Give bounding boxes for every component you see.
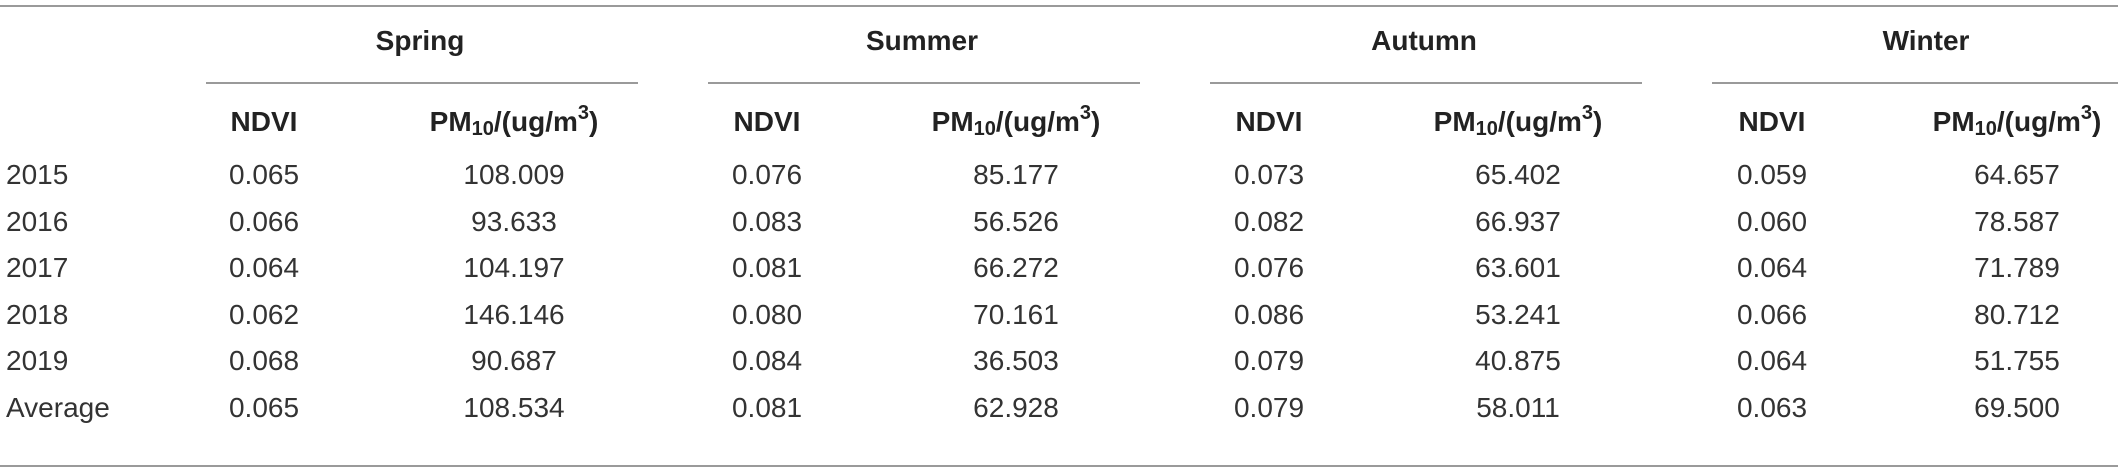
subheader-pm10-spring: PM10/(ug/m3) <box>429 102 599 140</box>
group-rule-summer <box>708 82 1140 84</box>
cell-ndvi-autumn: 0.079 <box>1233 391 1305 423</box>
cell-pm10-autumn: 63.601 <box>1475 252 1561 283</box>
cell-ndvi-winter: 0.064 <box>1736 252 1808 283</box>
cell-pm10-autumn: 58.011 <box>1476 391 1560 423</box>
cell-ndvi-winter: 0.066 <box>1736 298 1808 330</box>
table-top-rule <box>0 5 2118 7</box>
cell-pm10-winter: 78.587 <box>1974 205 2060 237</box>
cell-ndvi-summer: 0.084 <box>731 345 803 376</box>
cell-pm10-spring: 146.146 <box>463 298 565 330</box>
cell-ndvi-spring: 0.064 <box>228 252 300 283</box>
cell-ndvi-summer: 0.081 <box>731 252 803 283</box>
cell-pm10-spring: 104.197 <box>463 252 565 283</box>
subheader-ndvi-autumn: NDVI <box>1235 106 1303 137</box>
cell-ndvi-autumn: 0.073 <box>1233 159 1305 190</box>
group-header-winter: Winter <box>1882 25 1970 56</box>
cell-pm10-autumn: 53.241 <box>1475 298 1561 330</box>
row-label: 2015 <box>6 159 69 190</box>
group-rule-spring <box>206 82 638 84</box>
cell-pm10-spring: 90.687 <box>471 345 557 376</box>
group-header-autumn: Autumn <box>1371 25 1477 56</box>
cell-pm10-summer: 85.177 <box>973 159 1059 190</box>
row-label: 2018 <box>6 298 69 330</box>
subheader-ndvi-spring: NDVI <box>230 106 298 137</box>
subheader-pm10-winter: PM10/(ug/m3) <box>1932 102 2102 140</box>
cell-ndvi-spring: 0.068 <box>228 345 300 376</box>
cell-ndvi-summer: 0.081 <box>731 391 803 423</box>
table-bottom-rule <box>0 465 2118 467</box>
cell-ndvi-summer: 0.080 <box>731 298 803 330</box>
cell-pm10-spring: 93.633 <box>471 205 557 237</box>
cell-pm10-autumn: 66.937 <box>1475 205 1561 237</box>
group-rule-winter <box>1712 82 2118 84</box>
cell-pm10-winter: 51.755 <box>1974 345 2060 376</box>
subheader-ndvi-winter: NDVI <box>1738 106 1806 137</box>
cell-pm10-summer: 70.161 <box>973 298 1059 330</box>
cell-pm10-autumn: 65.402 <box>1475 159 1561 190</box>
cell-ndvi-winter: 0.064 <box>1736 345 1808 376</box>
row-label: 2019 <box>6 345 69 376</box>
cell-ndvi-spring: 0.065 <box>228 391 300 423</box>
cell-ndvi-autumn: 0.079 <box>1233 345 1305 376</box>
group-header-spring: Spring <box>375 25 465 56</box>
cell-pm10-spring: 108.534 <box>463 391 565 423</box>
subheader-pm10-autumn: PM10/(ug/m3) <box>1433 102 1603 140</box>
cell-ndvi-autumn: 0.082 <box>1233 205 1305 237</box>
cell-ndvi-winter: 0.059 <box>1736 159 1808 190</box>
cell-ndvi-spring: 0.066 <box>228 205 300 237</box>
row-label: 2017 <box>6 252 69 283</box>
cell-pm10-autumn: 40.875 <box>1475 345 1561 376</box>
cell-ndvi-spring: 0.065 <box>228 159 300 190</box>
cell-pm10-summer: 36.503 <box>973 345 1059 376</box>
cell-ndvi-summer: 0.083 <box>731 205 803 237</box>
cell-pm10-summer: 62.928 <box>973 391 1059 423</box>
cell-ndvi-autumn: 0.086 <box>1233 298 1305 330</box>
cell-ndvi-winter: 0.063 <box>1736 391 1808 423</box>
cell-pm10-winter: 69.500 <box>1974 391 2060 423</box>
cell-ndvi-winter: 0.060 <box>1736 205 1808 237</box>
cell-pm10-summer: 66.272 <box>973 252 1059 283</box>
cell-pm10-winter: 80.712 <box>1974 298 2060 330</box>
cell-ndvi-summer: 0.076 <box>731 159 803 190</box>
group-rule-autumn <box>1210 82 1642 84</box>
row-label: 2016 <box>6 205 69 237</box>
subheader-pm10-summer: PM10/(ug/m3) <box>931 102 1101 140</box>
cell-ndvi-spring: 0.062 <box>228 298 300 330</box>
cell-pm10-summer: 56.526 <box>973 205 1059 237</box>
cell-pm10-spring: 108.009 <box>463 159 565 190</box>
cell-pm10-winter: 64.657 <box>1974 159 2060 190</box>
row-label: Average <box>6 391 110 423</box>
subheader-ndvi-summer: NDVI <box>733 106 801 137</box>
cell-ndvi-autumn: 0.076 <box>1233 252 1305 283</box>
cell-pm10-winter: 71.789 <box>1974 252 2060 283</box>
group-header-summer: Summer <box>865 25 979 56</box>
